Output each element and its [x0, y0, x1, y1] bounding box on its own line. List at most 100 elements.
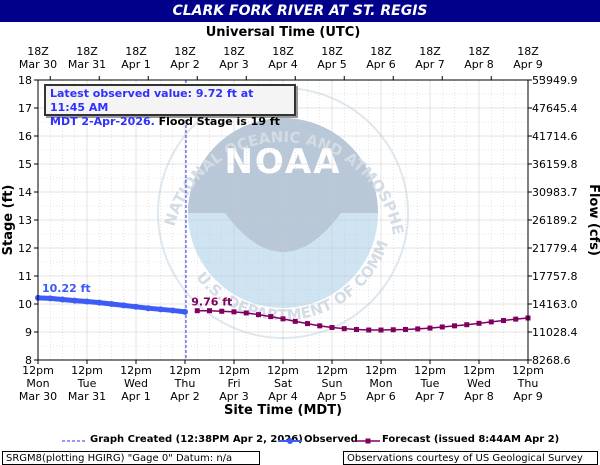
observed-swatch: [278, 438, 302, 444]
legend-forecast: Forecast (issued 8:44AM Apr 2): [382, 434, 560, 445]
x-top-tick-time: 18Z: [223, 45, 245, 58]
x-bottom-tick-date: Mar 30: [19, 390, 57, 403]
x-bottom-tick-day: Sun: [322, 377, 343, 390]
x-top-tick-date: Apr 6: [366, 58, 396, 71]
forecast-point: [452, 323, 457, 329]
x-bottom-tick-time: 12pm: [512, 364, 544, 377]
forecast-series: 9.76 ft: [191, 296, 531, 333]
observed-point: [71, 297, 78, 304]
x-bottom-tick-time: 12pm: [267, 364, 299, 377]
forecast-label: 9.76 ft: [191, 296, 232, 309]
x-bottom-tick-date: Apr 8: [464, 390, 494, 403]
observed-point: [120, 302, 127, 309]
y-right-tick-label: 41714.6: [532, 130, 578, 143]
x-top-tick-date: Apr 5: [317, 58, 347, 71]
y-left-tick-label: 11: [18, 270, 32, 283]
forecast-point: [427, 325, 433, 331]
x-top-tick-date: Apr 8: [464, 58, 494, 71]
forecast-point: [219, 308, 225, 314]
x-top-tick-time: 18Z: [272, 45, 294, 58]
forecast-point: [513, 316, 519, 322]
forecast-point: [329, 325, 335, 331]
x-bottom-tick-time: 12pm: [22, 364, 54, 377]
x-bottom-tick-day: Tue: [420, 377, 440, 390]
latest-value-box: Latest observed value: 9.72 ft at 11:45 …: [44, 84, 296, 128]
x-bottom-tick-day: Sat: [274, 377, 293, 390]
x-bottom-tick-date: Apr 5: [317, 390, 347, 403]
bottom-axis-title: Site Time (MDT): [224, 403, 342, 418]
forecast-point: [476, 320, 482, 326]
x-bottom-tick-day: Mon: [369, 377, 392, 390]
forecast-point: [292, 318, 298, 324]
forecast-point: [243, 310, 249, 316]
observed-point: [108, 301, 115, 307]
x-bottom-tick-day: Mon: [26, 377, 49, 390]
x-bottom-tick-date: Mar 31: [68, 390, 106, 403]
y-left-tick-label: 16: [18, 130, 32, 143]
x-bottom-tick-date: Apr 9: [513, 390, 543, 403]
x-bottom-tick-time: 12pm: [120, 364, 152, 377]
y-right-tick-label: 26189.2: [532, 214, 578, 227]
y-left-tick-label: 14: [18, 186, 32, 199]
forecast-point: [256, 312, 261, 318]
forecast-point: [390, 327, 396, 333]
x-top-tick-time: 18Z: [125, 45, 147, 58]
y-right-tick-label: 47645.4: [532, 102, 578, 115]
right-axis-title: Flow (cfs): [586, 184, 600, 256]
y-left-tick-label: 15: [18, 158, 32, 171]
observed-series: 10.22 ft: [35, 282, 188, 315]
x-top-tick-time: 18Z: [419, 45, 441, 58]
forecast-point: [280, 316, 286, 322]
y-right-tick-label: 11028.4: [532, 326, 578, 339]
x-bottom-tick-date: Apr 6: [366, 390, 396, 403]
x-top-tick-date: Apr 2: [170, 58, 200, 71]
latest-value-line1: Latest observed value: 9.72 ft at 11:45 …: [50, 87, 254, 114]
observed-point: [96, 299, 103, 306]
observed-point: [47, 295, 54, 302]
graph-created-swatch: [62, 440, 86, 442]
x-bottom-tick-time: 12pm: [414, 364, 446, 377]
x-bottom-tick-day: Wed: [124, 377, 148, 390]
forecast-point: [464, 322, 470, 328]
forecast-point: [403, 326, 408, 332]
forecast-point: [366, 327, 372, 333]
y-left-tick-label: 17: [18, 102, 32, 115]
forecast-point: [415, 326, 421, 332]
x-top-tick-time: 18Z: [321, 45, 343, 58]
observed-label: 10.22 ft: [42, 282, 91, 295]
x-top-tick-date: Apr 9: [513, 58, 543, 71]
observed-point: [133, 303, 139, 310]
flood-stage-text: Flood Stage is 19 ft: [154, 115, 280, 128]
forecast-swatch: [356, 438, 380, 444]
footer-datum: SRGM8(plotting HGIRG) "Gage 0" Datum: n/…: [2, 451, 260, 465]
forecast-point: [207, 308, 212, 314]
x-top-tick-time: 18Z: [468, 45, 490, 58]
x-top-tick-date: Apr 3: [219, 58, 249, 71]
y-left-tick-label: 10: [18, 298, 32, 311]
forecast-point: [488, 319, 494, 325]
x-top-tick-date: Mar 31: [68, 58, 106, 71]
title-bar: CLARK FORK RIVER AT ST. REGIS: [0, 0, 600, 22]
x-top-tick-time: 18Z: [370, 45, 392, 58]
legend: Graph Created (12:38PM Apr 2, 2026) Obse…: [0, 434, 600, 448]
x-top-tick-date: Apr 1: [121, 58, 151, 71]
left-axis-title: Stage (ft): [1, 185, 16, 256]
y-left-tick-label: 8: [25, 354, 32, 367]
y-left-tick-label: 12: [18, 242, 32, 255]
forecast-point: [501, 318, 506, 324]
y-right-tick-label: 53949.9: [532, 74, 578, 87]
labels: 8 9 10 11 12 13 14 15 16 17 18 8268.6 11028.4 14163.0…: [1, 25, 600, 418]
y-right-tick-label: 8268.6: [532, 354, 571, 367]
x-bottom-tick-time: 12pm: [463, 364, 495, 377]
top-axis-title: Universal Time (UTC): [206, 25, 361, 40]
x-bottom-tick-time: 12pm: [71, 364, 103, 377]
observed-point: [84, 298, 90, 305]
x-bottom-tick-day: Wed: [467, 377, 491, 390]
y-left-tick-label: 9: [25, 326, 32, 339]
x-bottom-tick-date: Apr 4: [268, 390, 298, 403]
x-top-tick-time: 18Z: [76, 45, 98, 58]
chart-title: CLARK FORK RIVER AT ST. REGIS: [172, 3, 428, 19]
forecast-line: [197, 309, 529, 331]
observed-point: [169, 307, 176, 314]
x-top-tick-date: Apr 7: [415, 58, 445, 71]
